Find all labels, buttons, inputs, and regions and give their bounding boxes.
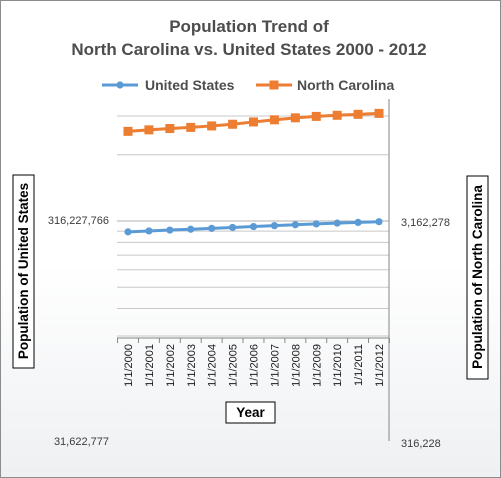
data-point <box>166 226 174 234</box>
legend-nc-marker <box>269 80 279 90</box>
y-axis-left-label-box: Population of United States <box>12 174 35 369</box>
data-point <box>374 108 384 118</box>
data-point <box>332 110 342 120</box>
data-point <box>353 109 363 119</box>
data-point <box>354 218 362 227</box>
data-point <box>228 223 237 232</box>
x-category-label: 1/1/2004 <box>207 344 219 387</box>
data-point <box>270 222 279 230</box>
x-category-label: 1/1/2010 <box>332 344 344 387</box>
data-point <box>333 219 341 227</box>
chart-title-line-1: Population Trend of <box>169 17 329 36</box>
data-point <box>291 221 299 229</box>
y-axis-right-label-border <box>466 175 489 380</box>
x-category-label: 1/1/2007 <box>269 344 281 387</box>
x-category-label: 1/1/2005 <box>228 344 240 387</box>
y-axis-left-label: Population of United States <box>16 183 31 359</box>
legend-us-label: United States <box>145 77 235 93</box>
right-axis-tick-label-bottom: 316,228 <box>401 438 441 450</box>
x-axis-categories: 1/1/2000 1/1/2001 1/1/2002 1/1/2003 1/1/2004… <box>123 344 386 387</box>
data-point <box>269 115 279 125</box>
data-point <box>165 124 175 134</box>
x-category-label: 1/1/2009 <box>311 344 323 387</box>
x-category-label: 1/1/2006 <box>249 344 261 387</box>
data-point <box>375 218 383 226</box>
legend-nc-label: North Carolina <box>297 77 394 93</box>
data-point <box>207 121 217 131</box>
data-point <box>249 117 258 127</box>
series-north-carolina <box>123 108 384 136</box>
y-axis-right-label: Population of North Carolina <box>470 185 485 369</box>
x-category-label: 1/1/2008 <box>290 344 302 387</box>
data-point <box>311 111 321 121</box>
data-point <box>249 222 258 231</box>
x-category-label: 1/1/2012 <box>374 344 386 387</box>
data-point <box>290 113 300 123</box>
x-axis-label-border <box>225 401 276 424</box>
data-point <box>186 122 196 132</box>
data-point <box>312 220 320 228</box>
x-category-label: 1/1/2002 <box>165 344 177 387</box>
data-point <box>228 119 238 129</box>
data-point <box>187 225 195 233</box>
chart-title-line-2: North Carolina vs. United States 2000 - … <box>71 40 426 59</box>
data-point <box>208 224 216 232</box>
series-united-states <box>124 218 383 236</box>
data-point <box>124 228 132 236</box>
data-point <box>144 125 154 135</box>
x-category-label: 1/1/2001 <box>144 344 156 387</box>
left-axis-tick-label-bottom: 31,622,777 <box>54 436 109 448</box>
right-axis-tick-label-top: 3,162,278 <box>401 217 450 229</box>
x-axis-label-box: Year <box>225 401 276 424</box>
x-category-label: 1/1/2003 <box>186 344 198 387</box>
x-axis-label: Year <box>236 405 265 420</box>
data-point <box>145 227 153 235</box>
y-axis-right-label-box: Population of North Carolina <box>466 175 489 380</box>
x-category-label: 1/1/2011 <box>353 344 365 386</box>
data-point <box>123 126 133 136</box>
x-category-label: 1/1/2000 <box>123 344 135 387</box>
y-axis-left-label-border <box>12 174 35 369</box>
legend: United States North Carolina <box>102 77 394 93</box>
left-axis-tick-label-top: 316,227,766 <box>48 215 109 227</box>
gridlines <box>117 115 390 343</box>
legend-us-marker <box>116 81 124 89</box>
